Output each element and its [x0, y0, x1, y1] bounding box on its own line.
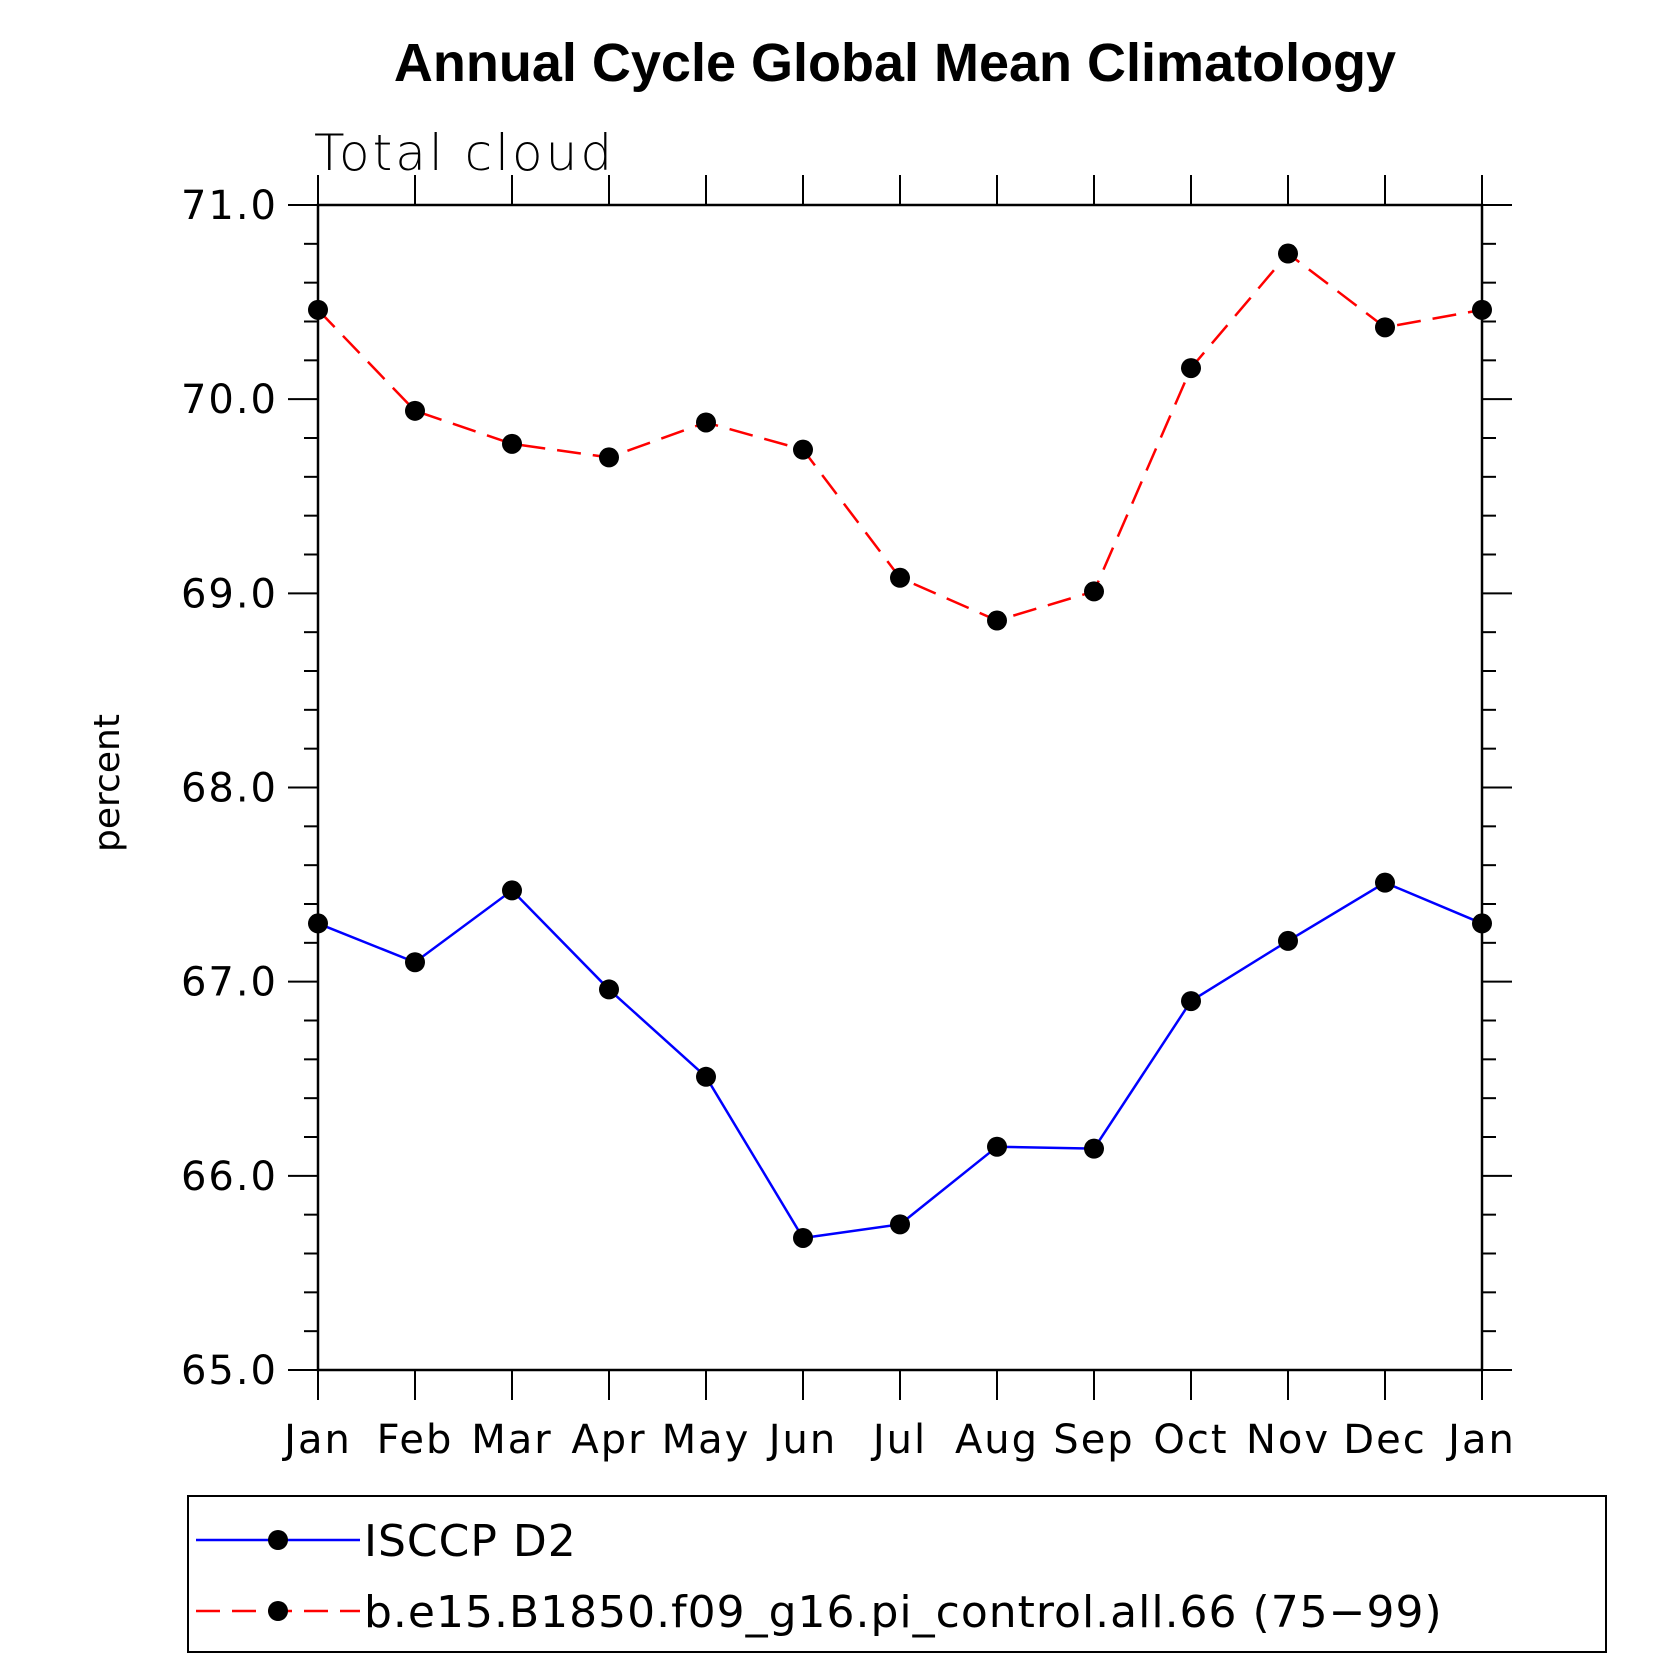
y-axis-label: percent [87, 714, 128, 852]
legend: ISCCP D2 b.e15.B1850.f09_g16.pi_control.a… [187, 1495, 1607, 1653]
data-point [502, 880, 522, 901]
axes-layer [288, 175, 1512, 1400]
legend-label: b.e15.B1850.f09_g16.pi_control.all.66 (7… [364, 1587, 1443, 1638]
x-tick-label: Feb [377, 1417, 454, 1463]
data-point [1278, 930, 1298, 951]
y-tick-label: 65.0 [181, 1348, 278, 1394]
series-layer [308, 243, 1492, 1248]
data-point [308, 299, 328, 320]
legend-swatch-marker [268, 1530, 288, 1550]
data-point [890, 567, 910, 588]
chart-subtitle: Total cloud [314, 124, 615, 182]
x-tick-label: Jun [766, 1417, 838, 1463]
plot-frame [316, 203, 1484, 1372]
x-tick-label: Mar [471, 1417, 552, 1463]
legend-items: ISCCP D2 b.e15.B1850.f09_g16.pi_control.a… [196, 1516, 1443, 1638]
data-point [308, 913, 328, 934]
series-line-1 [317, 251, 1483, 622]
x-tick-label: Aug [955, 1417, 1039, 1463]
data-point [502, 433, 522, 454]
series-line-0 [317, 881, 1483, 1240]
data-point [405, 400, 425, 421]
x-tick-label: Jan [1445, 1417, 1516, 1463]
data-point [1472, 299, 1492, 320]
x-tick-label: Sep [1053, 1417, 1134, 1463]
data-point [1278, 243, 1298, 264]
x-tick-label: Dec [1343, 1417, 1426, 1463]
x-tick-label: Nov [1246, 1417, 1330, 1463]
legend-label: ISCCP D2 [364, 1516, 577, 1567]
data-point [987, 610, 1007, 631]
data-point [696, 412, 716, 433]
data-point [696, 1066, 716, 1087]
data-point [793, 439, 813, 460]
data-point [599, 447, 619, 468]
tick-labels: 65.0 66.0 67.0 68.0 69.0 70.0 71.0 Jan Feb Mar Apr… [181, 183, 1516, 1463]
data-point [1375, 317, 1395, 338]
legend-box [187, 1495, 1607, 1653]
data-point [1084, 581, 1104, 602]
x-tick-label: Jul [870, 1417, 927, 1463]
y-tick-label: 67.0 [181, 960, 278, 1006]
data-point [599, 979, 619, 1000]
data-point [987, 1136, 1007, 1157]
y-tick-label: 70.0 [181, 377, 278, 423]
data-point [1472, 913, 1492, 934]
chart-title: Annual Cycle Global Mean Climatology [394, 33, 1396, 93]
legend-swatch-marker [268, 1601, 288, 1621]
y-tick-label: 71.0 [181, 183, 278, 229]
data-point [1375, 872, 1395, 893]
data-point [1084, 1138, 1104, 1159]
data-point [1181, 358, 1201, 379]
x-tick-label: Jan [281, 1417, 352, 1463]
x-tick-label: May [662, 1417, 751, 1463]
data-point [793, 1227, 813, 1248]
y-tick-label: 68.0 [181, 766, 278, 812]
x-tick-label: Oct [1153, 1417, 1228, 1463]
data-point [405, 952, 425, 973]
x-tick-label: Apr [571, 1417, 646, 1463]
y-tick-label: 66.0 [181, 1154, 278, 1200]
data-point [890, 1214, 910, 1235]
y-tick-label: 69.0 [181, 571, 278, 617]
data-point [1181, 991, 1201, 1012]
